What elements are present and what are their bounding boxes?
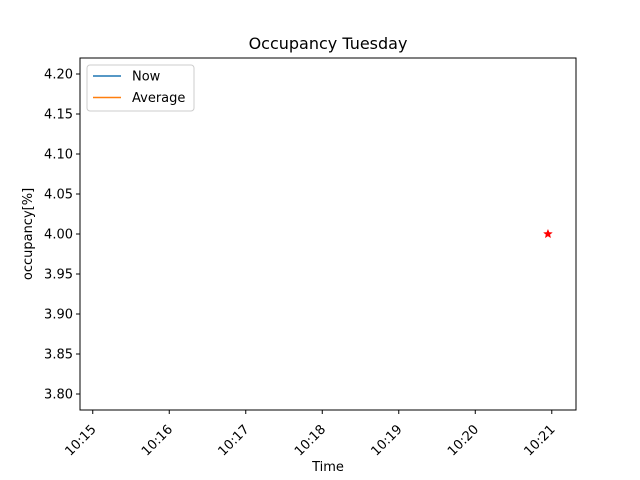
y-tick-label: 4.05 <box>44 188 73 203</box>
legend-label: Average <box>132 91 185 106</box>
y-axis-label: occupancy[%] <box>21 188 36 280</box>
x-axis-label: Time <box>311 460 344 475</box>
data-point-star <box>542 228 553 239</box>
legend: Now Average <box>86 64 195 112</box>
y-tick-label: 4.20 <box>44 68 73 83</box>
y-tick-label: 4.00 <box>44 228 73 243</box>
y-tick-label: 4.10 <box>44 148 73 163</box>
marker-layer <box>542 228 553 239</box>
y-tick-label: 3.90 <box>44 308 73 323</box>
y-tick-label: 3.85 <box>44 348 73 363</box>
y-tick-label: 3.95 <box>44 268 73 283</box>
legend-label: Now <box>132 70 161 85</box>
y-tick-label: 4.15 <box>44 108 73 123</box>
y-tick-label: 3.80 <box>44 388 73 403</box>
y-axis: 3.80 3.85 3.90 3.95 4.00 4.05 4.10 4.15 4.20 <box>44 68 80 403</box>
chart-title: Occupancy Tuesday <box>249 34 408 53</box>
